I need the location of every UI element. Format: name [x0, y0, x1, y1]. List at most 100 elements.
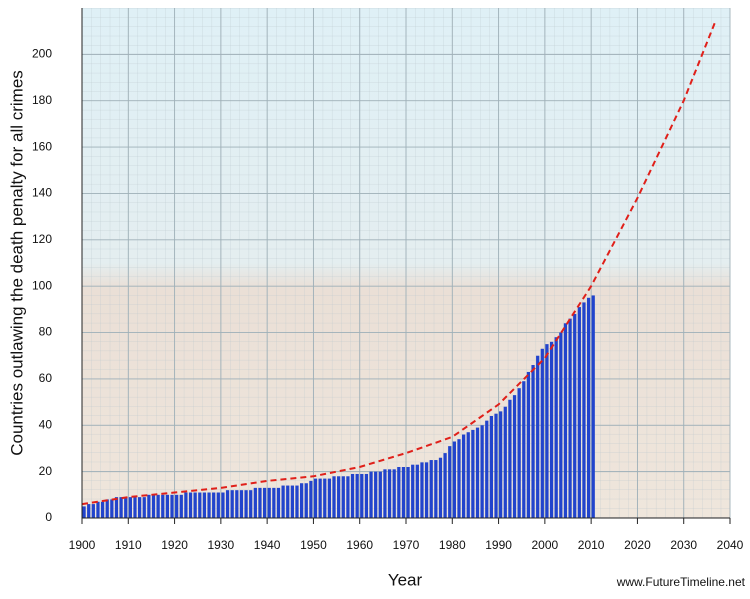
bar [415, 464, 419, 518]
bar [313, 478, 318, 518]
bar [591, 295, 595, 518]
bar [531, 365, 535, 518]
bar [429, 460, 433, 518]
bar [295, 485, 299, 518]
x-tick-label: 1970 [393, 538, 420, 552]
bar [457, 439, 461, 518]
bar [582, 302, 586, 518]
bar [392, 469, 396, 518]
bar [364, 473, 369, 518]
bar [485, 420, 489, 518]
bar [559, 332, 563, 518]
x-axis-title: Year [388, 570, 423, 589]
y-tick-label: 40 [39, 417, 53, 431]
x-tick-label: 1910 [115, 538, 142, 552]
y-tick-label: 20 [39, 464, 53, 478]
bar [355, 473, 359, 518]
x-tick-label: 1900 [69, 538, 96, 552]
y-axis-title: Countries outlawing the death penalty fo… [7, 70, 26, 456]
x-tick-label: 1920 [161, 538, 188, 552]
bar [318, 478, 322, 518]
credit: www.FutureTimeline.net [616, 575, 746, 589]
bar [545, 344, 549, 518]
bar [87, 504, 91, 518]
x-tick-label: 1960 [346, 538, 373, 552]
bar [378, 471, 382, 518]
bar [420, 462, 424, 518]
bar [517, 388, 521, 518]
bar [124, 497, 128, 518]
bar [286, 485, 290, 518]
bar [114, 497, 119, 518]
y-tick-label: 60 [39, 371, 53, 385]
bar [369, 471, 373, 518]
bar [480, 425, 484, 518]
bar [128, 497, 132, 518]
bar [471, 429, 475, 518]
bar [276, 487, 281, 518]
bar [100, 501, 105, 518]
bar [225, 490, 230, 518]
bar [337, 476, 341, 518]
bar [503, 406, 507, 518]
bar [147, 494, 151, 518]
bar [462, 434, 466, 518]
bar [133, 497, 137, 518]
bar [522, 381, 526, 518]
x-tick-label: 2040 [717, 538, 744, 552]
x-tick-label: 1990 [485, 538, 512, 552]
x-tick-label: 2020 [624, 538, 651, 552]
bar [244, 490, 248, 518]
bar [452, 441, 456, 518]
x-tick-label: 2000 [532, 538, 559, 552]
y-tick-label: 180 [32, 93, 52, 107]
x-tick-label: 2030 [670, 538, 697, 552]
bar [188, 492, 193, 518]
bar [258, 487, 262, 518]
bar [207, 492, 211, 518]
bar [438, 457, 443, 518]
bar [568, 318, 572, 518]
y-tick-label: 80 [39, 325, 53, 339]
x-tick-label: 1940 [254, 538, 281, 552]
bar [253, 487, 257, 518]
bar [323, 478, 327, 518]
bar [374, 471, 378, 518]
bar [406, 467, 410, 518]
bar [175, 494, 179, 518]
x-tick-label: 1950 [300, 538, 327, 552]
bar [239, 490, 244, 518]
bar [300, 483, 304, 518]
bar [466, 432, 470, 518]
y-tick-label: 100 [32, 278, 52, 292]
bar [138, 497, 142, 518]
bar [327, 478, 332, 518]
bar [563, 323, 568, 518]
trend-line [81, 19, 718, 506]
bar [193, 492, 197, 518]
bar [249, 490, 253, 518]
bar [119, 497, 123, 518]
bar [235, 490, 239, 518]
bar [184, 492, 188, 518]
bar [424, 462, 429, 518]
bar [401, 467, 406, 518]
bar [387, 469, 392, 518]
bar [383, 469, 387, 518]
bar [91, 504, 95, 518]
x-tick-label: 1930 [208, 538, 235, 552]
bar [267, 487, 271, 518]
bar [489, 416, 494, 518]
bar [272, 487, 276, 518]
bar [360, 473, 364, 518]
y-tick-label: 200 [32, 47, 52, 61]
bar [554, 337, 558, 518]
bar [212, 492, 216, 518]
bar [230, 490, 234, 518]
bar [448, 446, 452, 518]
bar [499, 411, 503, 518]
y-tick-label: 120 [32, 232, 52, 246]
bar [397, 467, 401, 518]
bar [434, 460, 438, 518]
